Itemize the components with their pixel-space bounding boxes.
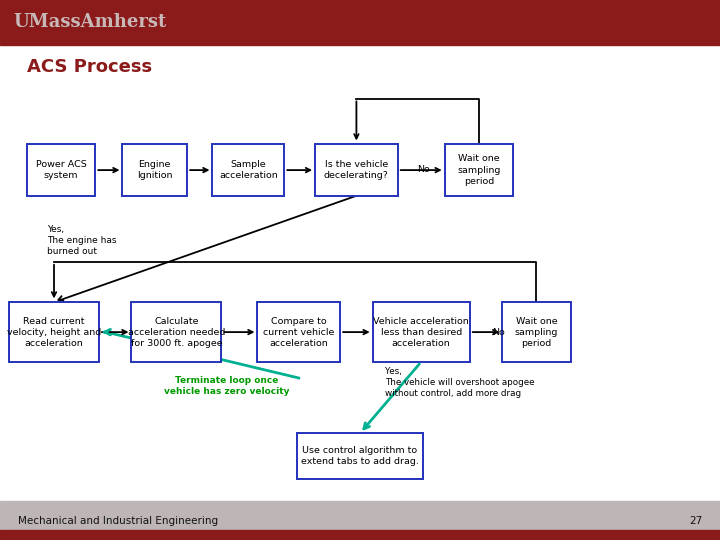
Text: ACS Process: ACS Process [27,58,153,77]
FancyBboxPatch shape [132,302,222,362]
Text: Power ACS
system: Power ACS system [36,160,86,180]
Text: Use control algorithm to
extend tabs to add drag.: Use control algorithm to extend tabs to … [301,446,419,467]
Text: Read current
velocity, height and
acceleration: Read current velocity, height and accele… [7,316,101,348]
Text: 27: 27 [689,516,702,525]
FancyBboxPatch shape [258,302,340,362]
FancyBboxPatch shape [27,144,95,195]
Text: Compare to
current vehicle
acceleration: Compare to current vehicle acceleration [263,316,335,348]
Text: Engine
Ignition: Engine Ignition [137,160,173,180]
Text: No: No [417,165,430,173]
Bar [0,0,720,45]
FancyBboxPatch shape [445,144,513,195]
FancyBboxPatch shape [297,433,423,480]
Text: Terminate loop once
vehicle has zero velocity: Terminate loop once vehicle has zero vel… [164,376,289,396]
Text: Calculate
acceleration needed
for 3000 ft. apogee: Calculate acceleration needed for 3000 f… [127,316,225,348]
FancyBboxPatch shape [122,144,187,195]
Bar [0,501,720,540]
FancyBboxPatch shape [212,144,284,195]
FancyBboxPatch shape [315,144,397,195]
Text: Is the vehicle
decelerating?: Is the vehicle decelerating? [324,160,389,180]
Text: Sample
acceleration: Sample acceleration [219,160,278,180]
Text: Yes,
The engine has
burned out: Yes, The engine has burned out [47,225,117,256]
Text: Yes,
The vehicle will overshoot apogee
without control, add more drag: Yes, The vehicle will overshoot apogee w… [385,367,535,399]
Text: Wait one
sampling
period: Wait one sampling period [515,316,558,348]
Text: No: No [492,328,505,336]
Text: UMassAmherst: UMassAmherst [13,14,166,31]
FancyBboxPatch shape [9,302,99,362]
Text: Vehicle acceleration
less than desired
acceleration: Vehicle acceleration less than desired a… [374,316,469,348]
Text: Mechanical and Industrial Engineering: Mechanical and Industrial Engineering [18,516,218,525]
Bar [0,530,720,540]
FancyBboxPatch shape [503,302,571,362]
FancyBboxPatch shape [373,302,469,362]
Text: Wait one
sampling
period: Wait one sampling period [457,154,500,186]
